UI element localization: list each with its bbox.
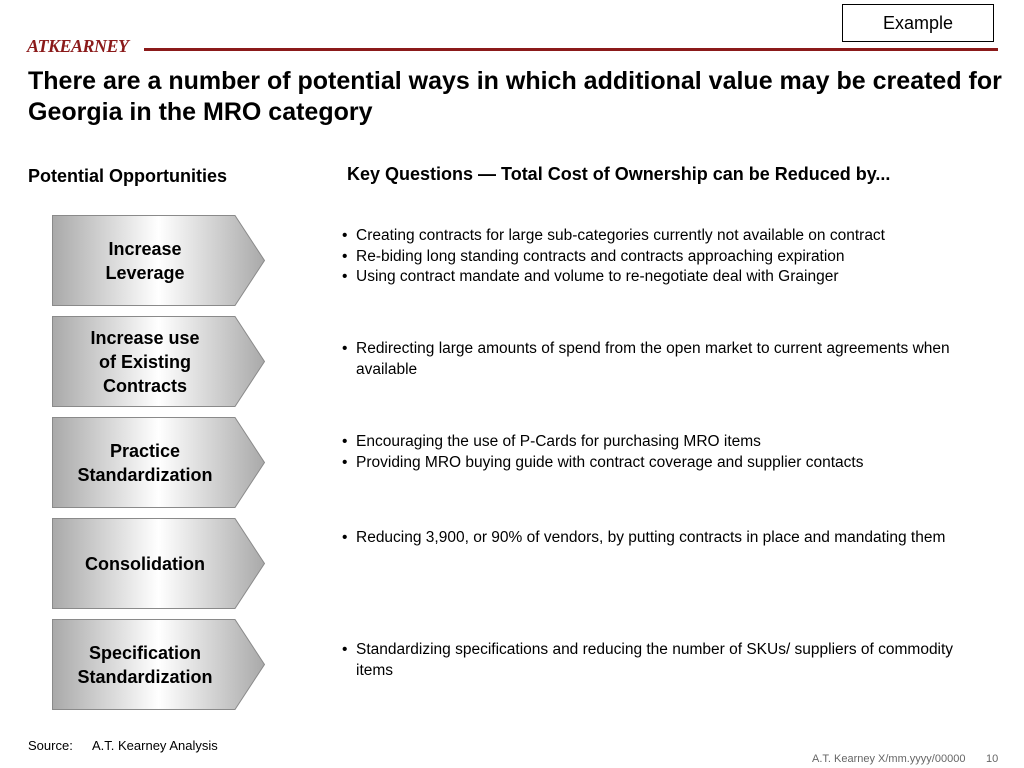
- chevron-arrow-shape: [52, 619, 266, 710]
- chevron-arrow-shape: [52, 518, 266, 609]
- key-question-item: Encouraging the use of P-Cards for purch…: [341, 432, 981, 453]
- key-question-item: Standardizing specifications and reducin…: [341, 640, 981, 681]
- key-question-list: Standardizing specifications and reducin…: [341, 640, 981, 681]
- example-badge: Example: [842, 4, 994, 42]
- opportunity-chevron: Increase use of Existing Contracts: [52, 316, 266, 407]
- key-questions-heading: Key Questions — Total Cost of Ownership …: [347, 164, 891, 184]
- key-question-item: Using contract mandate and volume to re-…: [341, 267, 981, 288]
- key-question-list: Creating contracts for large sub-categor…: [341, 226, 981, 288]
- slide-title: There are a number of potential ways in …: [28, 67, 1002, 126]
- footer-reference: A.T. Kearney X/mm.yyyy/00000: [812, 753, 966, 765]
- source-label: Source:: [28, 738, 73, 753]
- chevron-arrow-shape: [52, 316, 266, 407]
- opportunity-label: Practice Standardization: [77, 440, 213, 485]
- opportunity-chevron: Consolidation: [52, 518, 266, 609]
- source-text: A.T. Kearney Analysis: [92, 738, 218, 753]
- key-question-item: Providing MRO buying guide with contract…: [341, 453, 981, 474]
- opportunity-label: Specification Standardization: [77, 642, 213, 687]
- key-question-list: Encouraging the use of P-Cards for purch…: [341, 432, 981, 473]
- opportunity-chevron: Practice Standardization: [52, 417, 266, 508]
- key-question-list: Reducing 3,900, or 90% of vendors, by pu…: [341, 528, 981, 549]
- opportunities-heading: Potential Opportunities: [28, 166, 228, 186]
- opportunity-chevron: Specification Standardization: [52, 619, 266, 710]
- key-question-list: Redirecting large amounts of spend from …: [341, 339, 981, 380]
- header-divider: [144, 48, 998, 51]
- atkearney-logo: ATKEARNEY: [27, 36, 129, 56]
- opportunity-label: Consolidation: [85, 553, 205, 574]
- page-number: 10: [986, 753, 999, 765]
- chevron-arrow-shape: [52, 215, 266, 306]
- opportunity-chevron: Increase Leverage: [52, 215, 266, 306]
- key-question-item: Reducing 3,900, or 90% of vendors, by pu…: [341, 528, 981, 549]
- key-question-item: Creating contracts for large sub-categor…: [341, 226, 981, 247]
- opportunity-label: Increase use of Existing Contracts: [90, 327, 200, 396]
- opportunity-label: Increase Leverage: [105, 238, 185, 283]
- key-question-item: Redirecting large amounts of spend from …: [341, 339, 981, 380]
- chevron-arrow-shape: [52, 417, 266, 508]
- key-question-item: Re-biding long standing contracts and co…: [341, 247, 981, 268]
